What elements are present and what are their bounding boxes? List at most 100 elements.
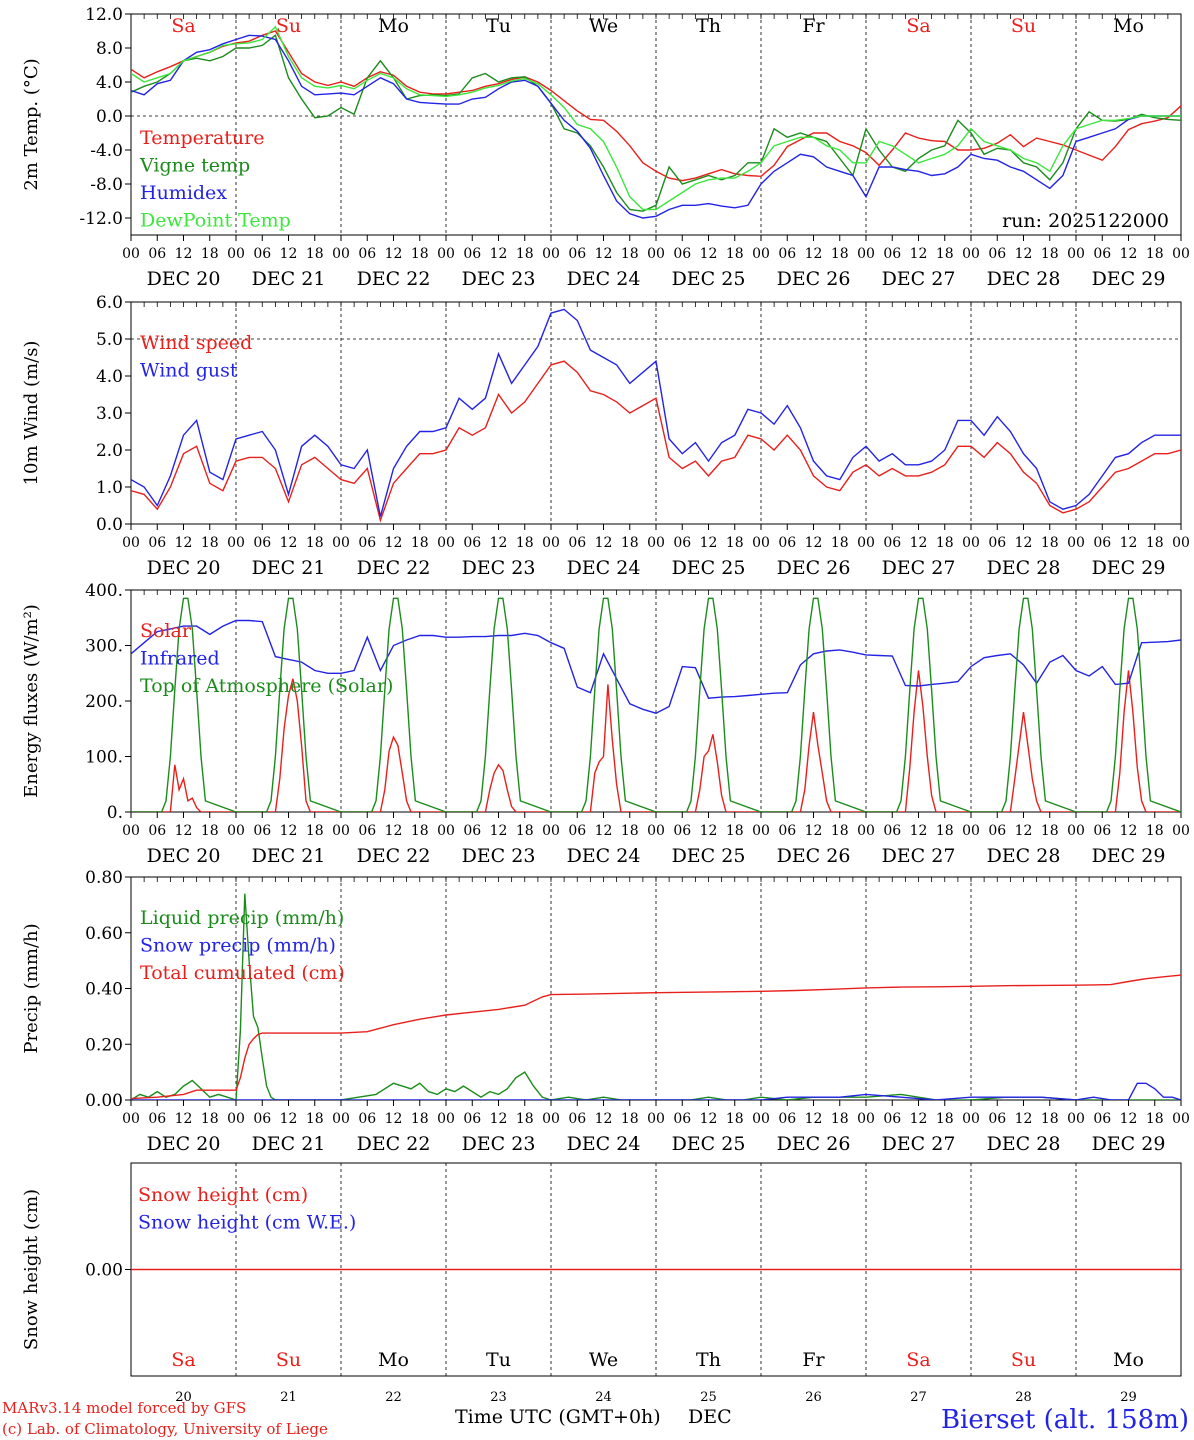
- x-tick-label: 00: [752, 535, 770, 551]
- x-tick-label: 18: [621, 535, 639, 551]
- legend-entry: Snow height (cm): [138, 1184, 308, 1206]
- date-label: DEC 28: [987, 557, 1061, 579]
- panel-1: 12.0 8.0 4.0 0.0 -4.0 -8.0 -12.0 2m Temp. (°C) S…: [21, 5, 1190, 290]
- x-tick-label: 00: [542, 535, 560, 551]
- date-label: DEC 25: [672, 845, 746, 867]
- x-tick-label: 18: [1041, 823, 1059, 839]
- x-tick-label: 12: [280, 535, 298, 551]
- station-title: Bierset (alt. 158m): [941, 1405, 1189, 1435]
- x-tick-label: 00: [752, 1111, 770, 1127]
- date-label: DEC 21: [252, 268, 326, 290]
- legend-entry: Wind gust: [140, 360, 238, 382]
- date-label: DEC 29: [1092, 845, 1166, 867]
- x-tick-label: 12: [280, 1111, 298, 1127]
- x-tick-label: 12: [805, 823, 823, 839]
- x-tick-label: 00: [1172, 1111, 1190, 1127]
- series-line-snow-precip-mm-h-: [131, 1082, 1181, 1100]
- x-tick-label: 12: [175, 246, 193, 262]
- x-tick-label: 12: [595, 823, 613, 839]
- day-name-label: Su: [276, 15, 301, 37]
- x-tick-label: 12: [1120, 246, 1138, 262]
- y-tick-label: 100.: [85, 748, 123, 768]
- x-tick-label: 12: [700, 535, 718, 551]
- x-tick-label: 00: [437, 1111, 455, 1127]
- x-tick-label: 00: [227, 535, 245, 551]
- day-number-label: 25: [700, 1390, 717, 1405]
- date-label: DEC 21: [252, 845, 326, 867]
- x-tick-label: 12: [490, 823, 508, 839]
- x-tick-label: 00: [962, 1111, 980, 1127]
- x-tick-label: 18: [306, 1111, 324, 1127]
- date-label: DEC 26: [777, 557, 851, 579]
- x-tick-label: 00: [752, 246, 770, 262]
- date-label: DEC 26: [777, 268, 851, 290]
- y-tick-label: 0.0: [96, 515, 123, 535]
- legend-entry: Total cumulated (cm): [140, 962, 345, 984]
- x-tick-label: 06: [358, 535, 376, 551]
- x-tick-label: 18: [516, 246, 534, 262]
- x-tick-label: 06: [253, 823, 271, 839]
- y-axis-label: Precip (mm/h): [21, 923, 42, 1053]
- legend-entry: Snow precip (mm/h): [140, 935, 336, 957]
- x-tick-label: 00: [1172, 535, 1190, 551]
- x-tick-label: 12: [175, 823, 193, 839]
- x-tick-label: 00: [227, 1111, 245, 1127]
- y-tick-label: 2.0: [96, 441, 123, 461]
- x-tick-label: 18: [726, 246, 744, 262]
- date-label: DEC 27: [882, 268, 956, 290]
- x-tick-label: 12: [700, 1111, 718, 1127]
- date-label: DEC 29: [1092, 268, 1166, 290]
- x-tick-label: 12: [385, 1111, 403, 1127]
- x-tick-label: 18: [726, 823, 744, 839]
- y-tick-label: 200.: [85, 692, 123, 712]
- y-tick-label: 0.60: [85, 924, 123, 944]
- x-tick-label: 00: [122, 535, 140, 551]
- x-tick-label: 00: [122, 246, 140, 262]
- x-tick-label: 12: [595, 535, 613, 551]
- x-tick-label: 06: [673, 246, 691, 262]
- run-annotation: run: 2025122000: [1002, 210, 1169, 232]
- footer-credit-model: MARv3.14 model forced by GFS: [2, 1399, 246, 1417]
- date-label: DEC 27: [882, 557, 956, 579]
- x-tick-label: 00: [752, 823, 770, 839]
- series-line-wind-speed: [131, 360, 1181, 523]
- series-line-infrared: [131, 619, 1181, 714]
- y-axis-label: 10m Wind (m/s): [21, 341, 42, 486]
- x-tick-label: 18: [1146, 1111, 1164, 1127]
- date-label: DEC 21: [252, 1133, 326, 1155]
- date-label: DEC 29: [1092, 557, 1166, 579]
- y-tick-label: 1.0: [96, 478, 123, 498]
- x-tick-label: 00: [962, 823, 980, 839]
- x-tick-label: 12: [910, 246, 928, 262]
- x-tick-label: 06: [463, 535, 481, 551]
- x-tick-label: 12: [805, 1111, 823, 1127]
- series-line-dewpoint-temp: [131, 25, 1181, 211]
- y-axis-label: Energy fluxes (W/m²): [21, 604, 42, 798]
- x-tick-label: 18: [1041, 535, 1059, 551]
- x-tick-label: 12: [1120, 535, 1138, 551]
- x-tick-label: 18: [936, 246, 954, 262]
- series-line-temperature: [131, 30, 1181, 182]
- x-tick-label: 00: [857, 535, 875, 551]
- y-tick-label: -4.0: [90, 141, 123, 161]
- x-tick-label: 12: [805, 535, 823, 551]
- y-tick-label: 0.20: [85, 1035, 123, 1055]
- x-tick-label: 18: [306, 246, 324, 262]
- y-tick-label: 0.00: [85, 1261, 123, 1281]
- x-tick-label: 06: [778, 246, 796, 262]
- x-tick-label: 18: [1146, 823, 1164, 839]
- day-name-label: Mo: [1113, 1349, 1144, 1371]
- series-line-humidex: [131, 34, 1181, 219]
- x-tick-label: 18: [936, 823, 954, 839]
- day-name-label: We: [589, 1349, 618, 1371]
- x-tick-label: 18: [1146, 535, 1164, 551]
- x-tick-label: 06: [358, 1111, 376, 1127]
- x-axis-month: DEC: [688, 1406, 732, 1428]
- x-tick-label: 18: [1041, 246, 1059, 262]
- x-tick-label: 00: [1067, 246, 1085, 262]
- date-label: DEC 21: [252, 557, 326, 579]
- x-tick-label: 06: [148, 823, 166, 839]
- day-name-label: Sa: [171, 1349, 195, 1371]
- date-label: DEC 26: [777, 1133, 851, 1155]
- x-tick-label: 06: [568, 823, 586, 839]
